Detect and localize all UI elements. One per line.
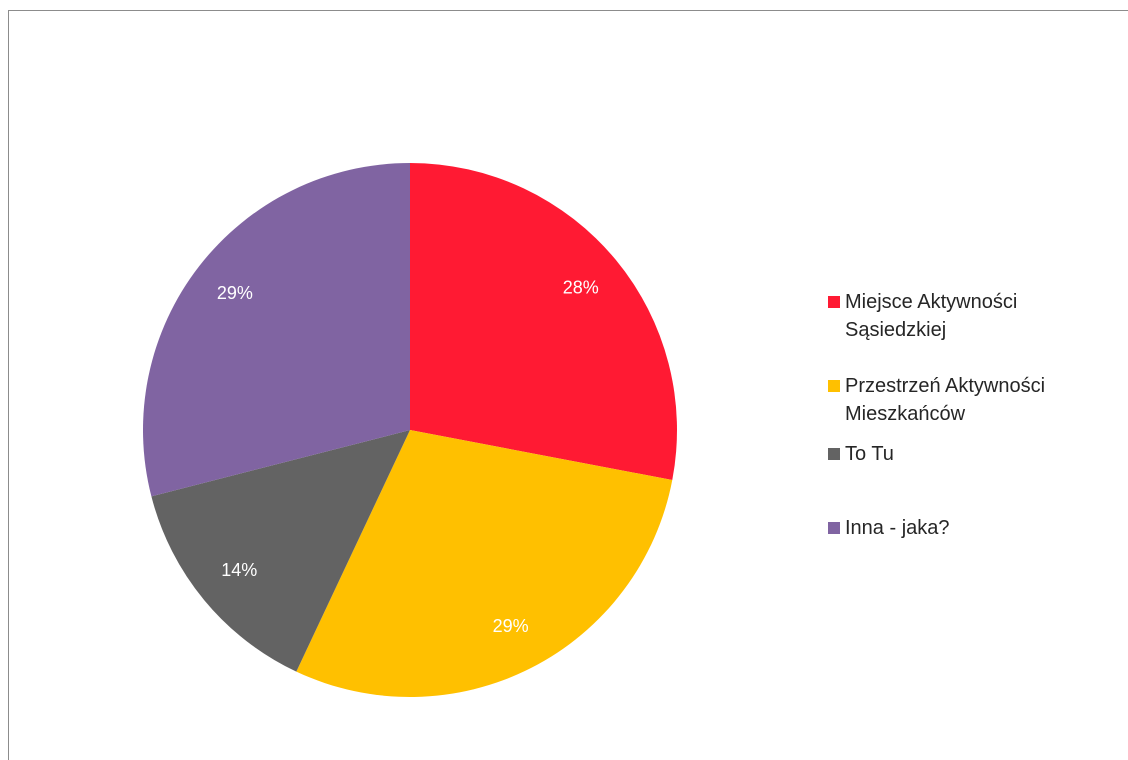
pie-slice <box>142 163 410 497</box>
legend-swatch <box>828 448 840 460</box>
pie-slice <box>410 163 677 481</box>
legend-label: Inna - jaka? <box>845 517 950 539</box>
pie-slice <box>296 430 673 697</box>
data-label: 29% <box>493 616 529 636</box>
legend-label: To Tu <box>845 443 894 465</box>
legend-swatch <box>828 296 840 308</box>
chart-border <box>8 10 1128 760</box>
pie-slice <box>151 430 410 672</box>
legend-swatch <box>828 380 840 392</box>
data-label: 28% <box>563 277 599 297</box>
legend-label: Miejsce Aktywności Sąsiedzkiej <box>845 291 1018 341</box>
legend-label: Przestrzeń Aktywności Mieszkańców <box>845 375 1046 425</box>
legend-swatch <box>828 522 840 534</box>
data-label: 29% <box>217 283 253 303</box>
data-label: 14% <box>221 560 257 580</box>
